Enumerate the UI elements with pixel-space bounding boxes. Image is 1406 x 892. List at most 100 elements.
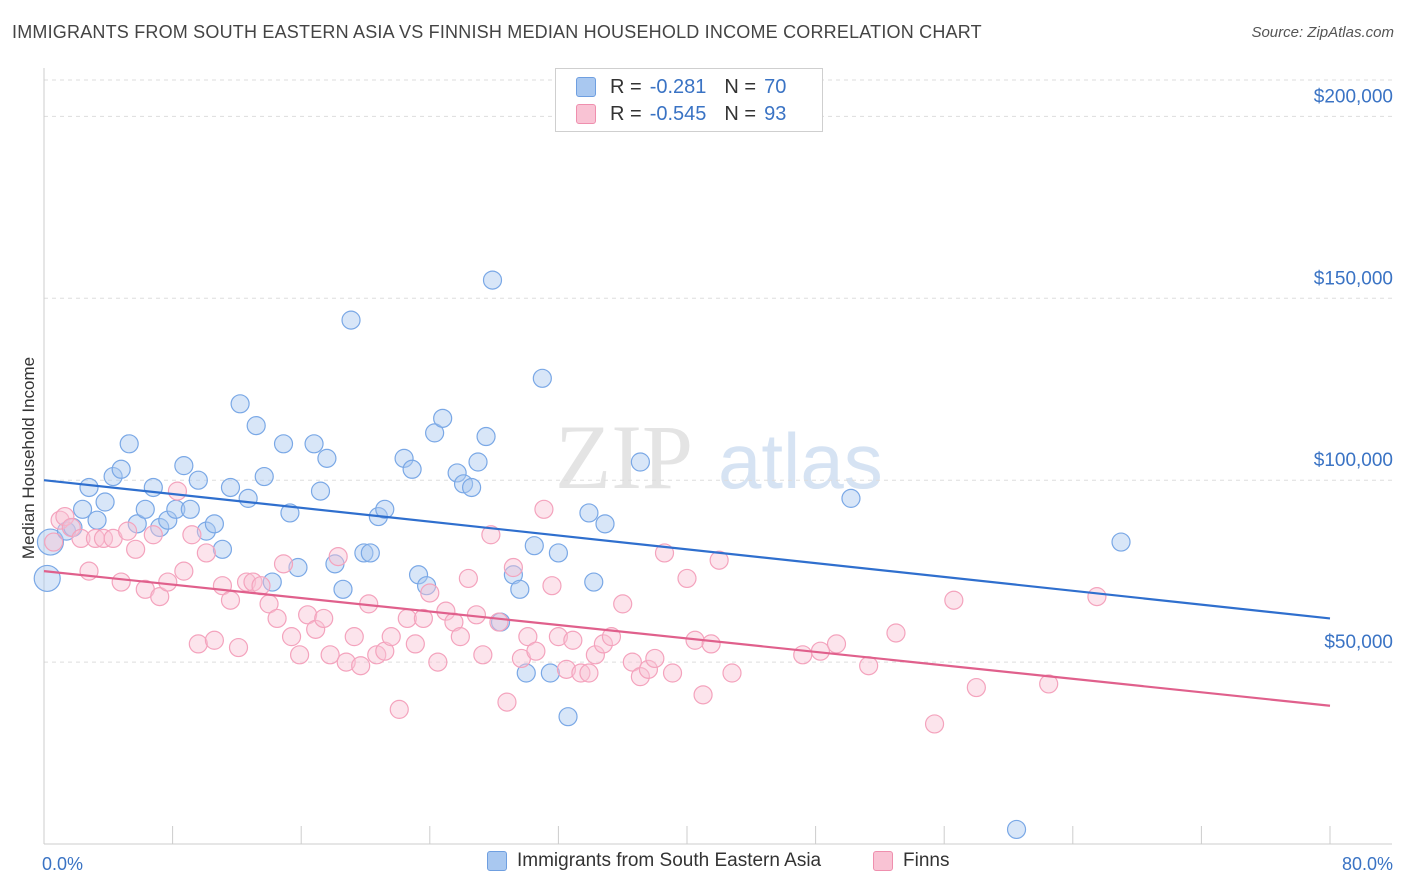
- immigrants-point: [238, 488, 258, 508]
- finns-point: [306, 619, 326, 639]
- immigrants-point: [188, 470, 208, 490]
- immigrants-point: [280, 503, 300, 523]
- legend-swatch-finns: [873, 851, 893, 871]
- source-label: Source: ZipAtlas.com: [1251, 24, 1394, 41]
- finns-point: [503, 557, 523, 578]
- watermark-atlas: atlas: [718, 417, 883, 505]
- finns-point: [298, 605, 318, 625]
- finns-point: [473, 645, 493, 665]
- watermark: ZIP atlas: [555, 406, 883, 508]
- finns-point: [228, 637, 249, 658]
- finns-point: [924, 714, 945, 734]
- immigrants-point: [212, 539, 233, 559]
- finns-point: [196, 543, 216, 563]
- finns-point: [93, 528, 114, 549]
- finns-point: [518, 627, 538, 647]
- finns-point: [481, 525, 501, 545]
- y-tick-label: $100,000: [1314, 450, 1393, 471]
- finns-point: [320, 645, 340, 665]
- finns-point: [273, 554, 294, 574]
- immigrants-point: [127, 514, 147, 534]
- finns-point: [944, 590, 964, 610]
- finns-point: [1087, 587, 1107, 607]
- finns-point: [351, 656, 371, 676]
- immigrants-point: [196, 521, 216, 541]
- x-axis-min-label: 0.0%: [42, 854, 83, 874]
- immigrants-point: [476, 426, 496, 447]
- finns-point: [722, 663, 742, 683]
- immigrants-point: [103, 466, 123, 487]
- legend-row-finns: R = -0.545 N = 93: [576, 102, 786, 126]
- finns-point: [71, 528, 91, 549]
- immigrants-point: [394, 448, 414, 468]
- immigrants-point: [174, 456, 194, 476]
- immigrants-point: [95, 492, 115, 512]
- immigrants-point: [595, 514, 615, 534]
- finns-point: [381, 627, 401, 647]
- immigrants-point: [36, 528, 65, 556]
- immigrants-point: [143, 477, 163, 498]
- finns-point: [220, 590, 241, 610]
- immigrants-point: [150, 517, 170, 538]
- finns-point: [167, 481, 188, 501]
- finns-point: [585, 645, 605, 665]
- immigrants-point: [524, 536, 544, 556]
- finns-point: [188, 634, 208, 654]
- legend-swatch-immigrants: [576, 77, 596, 97]
- immigrants-point: [333, 579, 353, 599]
- immigrants-point: [310, 481, 331, 501]
- finns-point: [344, 627, 364, 647]
- immigrants-point: [548, 543, 569, 563]
- series-legend: Immigrants from South Eastern Asia Finns: [0, 850, 1406, 878]
- finns-point: [314, 608, 334, 629]
- legend-item-immigrants: Immigrants from South Eastern Asia: [487, 850, 821, 872]
- finns-point: [593, 634, 614, 654]
- y-tick-label: $200,000: [1314, 86, 1393, 107]
- stats-legend: R = -0.281 N = 70 R = -0.545 N = 93: [555, 68, 823, 132]
- immigrants-point: [841, 488, 861, 508]
- immigrants-point: [1111, 532, 1131, 552]
- immigrants-point: [482, 270, 503, 290]
- finns-point: [677, 568, 697, 589]
- immigrants-point: [273, 434, 294, 454]
- legend-item-finns: Finns: [873, 850, 949, 872]
- finns-point: [534, 499, 554, 519]
- finns-point: [289, 645, 310, 665]
- finns-point: [613, 594, 633, 614]
- immigrants-point: [402, 459, 422, 479]
- y-axis-label: Median Household Income: [19, 357, 38, 559]
- legend-r-value: -0.281: [649, 75, 707, 98]
- legend-r-label: R =: [610, 75, 642, 98]
- finns-point: [966, 677, 986, 698]
- immigrants-point: [87, 510, 107, 530]
- legend-label-immigrants: Immigrants from South Eastern Asia: [517, 850, 822, 871]
- immigrants-point: [180, 499, 200, 519]
- finns-point: [622, 652, 642, 672]
- legend-row-immigrants: R = -0.281 N = 70: [576, 75, 786, 99]
- finns-point: [556, 659, 577, 679]
- finns-point: [405, 634, 425, 654]
- immigrants-point: [1006, 819, 1027, 840]
- legend-n-label: N =: [724, 102, 757, 125]
- immigrants-point: [425, 423, 445, 443]
- finns-point: [61, 517, 81, 538]
- finns-point: [709, 550, 729, 570]
- y-tick-labels: $50,000 $100,000 $150,000 $200,000: [1314, 86, 1393, 653]
- finns-point: [701, 634, 721, 654]
- finns-point: [693, 685, 713, 705]
- immigrants-point: [304, 434, 324, 454]
- immigrants-point: [79, 477, 99, 498]
- chart-title: IMMIGRANTS FROM SOUTH EASTERN ASIA VS FI…: [12, 22, 982, 42]
- immigrants-point: [33, 564, 61, 593]
- finns-point: [44, 532, 64, 552]
- finns-point: [662, 663, 683, 683]
- immigrants-point: [341, 310, 361, 330]
- finns-point: [645, 648, 665, 669]
- finns-point: [497, 692, 517, 712]
- finns-point: [55, 506, 75, 527]
- legend-n-value: 70: [764, 75, 787, 98]
- series-immigrants-points: [33, 270, 1131, 840]
- immigrants-trend-line: [43, 479, 1331, 620]
- finns-point: [174, 561, 194, 581]
